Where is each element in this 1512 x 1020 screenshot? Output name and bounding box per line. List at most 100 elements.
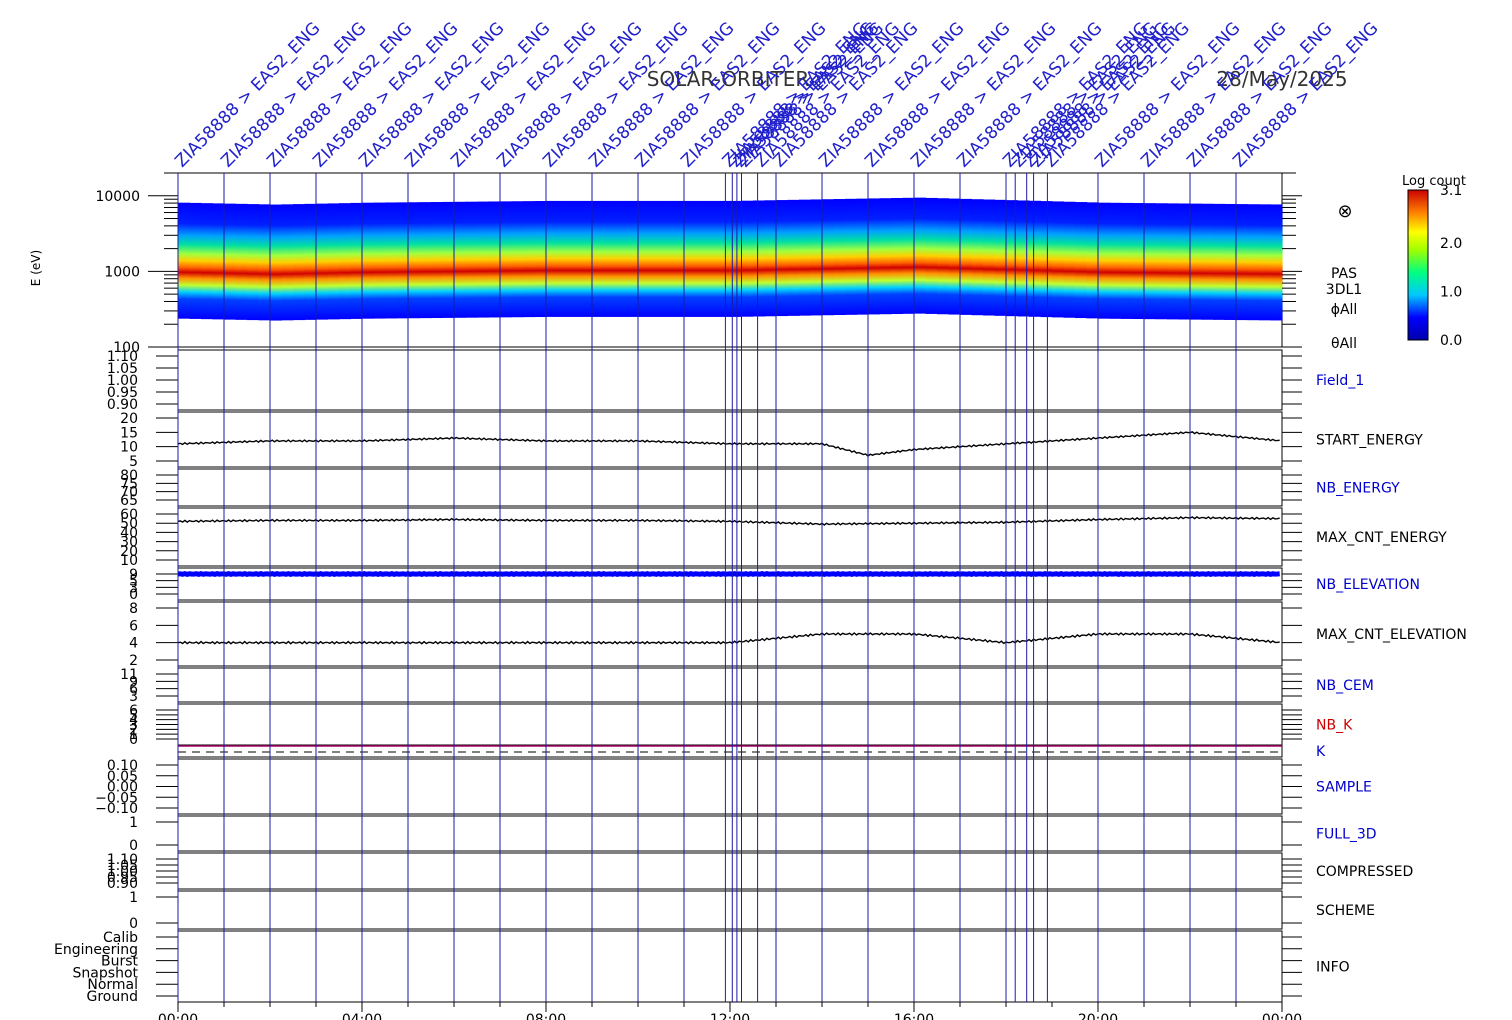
spectrogram-cell <box>615 200 628 317</box>
spectrogram-cell <box>925 197 938 314</box>
panel-ytick-label: 20 <box>120 544 138 560</box>
spectrogram-cell <box>580 200 593 317</box>
spectrogram-cell <box>201 203 214 320</box>
spectrogram-side-label: ϕAll <box>1331 302 1358 318</box>
panel-ytick-label: 1 <box>129 727 138 743</box>
panel-ytick-label: 8 <box>129 601 138 617</box>
panel-ytick-label: 6 <box>129 703 138 719</box>
housekeeping-panels: 1.101.051.000.950.90Field_12015105START_… <box>54 349 1467 1005</box>
spectrogram-cell <box>500 201 513 318</box>
panel-ytick-label: 10 <box>120 440 138 456</box>
panel-ytick-label: 0.10 <box>107 758 138 774</box>
panel-ytick-label: 1.10 <box>107 852 138 868</box>
spectrogram-cell <box>557 200 570 317</box>
spectrogram-cell <box>994 199 1007 316</box>
spectrogram-ylabel: E (eV) <box>29 250 43 286</box>
spectrogram-cell <box>488 201 501 318</box>
panel-ytick-label: 0 <box>129 587 138 603</box>
panel-label: MAX_CNT_ELEVATION <box>1316 627 1467 643</box>
spectrogram-cell <box>1063 201 1076 318</box>
spectrogram-cell <box>373 202 386 319</box>
time-tick-label: 20:00 <box>1078 1012 1118 1020</box>
spectrogram-cell <box>304 203 317 320</box>
spectrogram-cell <box>672 200 685 317</box>
spectrogram-cell <box>914 197 927 314</box>
panel-frame <box>177 667 1283 703</box>
spectrogram-cell <box>546 200 559 317</box>
spectrogram-cell <box>1029 200 1042 317</box>
panel-label: Field_1 <box>1316 373 1364 389</box>
spectrogram-cell <box>1109 202 1122 319</box>
panel-ytick-label: 1.05 <box>107 361 138 377</box>
spectrogram-cell <box>1213 203 1226 320</box>
spectrogram-cell <box>178 202 191 319</box>
panel-ytick-label: 0.00 <box>107 780 138 796</box>
spectrogram-cell <box>799 199 812 316</box>
spectrogram-cell <box>224 203 237 320</box>
colorbar-tick-label: 2.0 <box>1440 236 1462 252</box>
panel-label: NB_ENERGY <box>1316 481 1400 497</box>
event-marker-lines <box>177 173 1237 1002</box>
spectrogram-cell <box>212 203 225 320</box>
spectrogram-cell <box>1075 202 1088 319</box>
panel-ytick-label: 3 <box>129 718 138 734</box>
panel-ytick-label: 6 <box>129 682 138 698</box>
panel-ytick-label: 70 <box>120 485 138 501</box>
panel-ytick-label: 1.05 <box>107 858 138 874</box>
panel-ytick-label: 1 <box>129 890 138 906</box>
spectrogram-cell <box>1121 202 1134 319</box>
colorbar-tick-label: 1.0 <box>1440 285 1462 301</box>
spectrogram-cell <box>649 200 662 317</box>
spectrogram-cell <box>718 200 731 317</box>
panel-ytick-label: 5 <box>129 454 138 470</box>
spectrogram-cell <box>350 202 363 319</box>
spectrogram-cell <box>293 204 306 321</box>
panel-ytick-label: 60 <box>120 507 138 523</box>
panel-ytick-label: Snapshot <box>73 965 139 981</box>
colorbar-tick-label: 0.0 <box>1440 333 1462 349</box>
spectrogram-ytick-label: 1000 <box>104 264 140 280</box>
spectrogram-cell <box>983 199 996 316</box>
spectrogram-cell <box>454 201 467 318</box>
panel-ytick-label: 20 <box>120 411 138 427</box>
panel-ytick-label: Calib <box>103 930 138 946</box>
spectrogram-cell <box>937 198 950 315</box>
panel-max-cnt-elevation: 86 42 MAX_CNT_ELEVATION <box>129 601 1467 669</box>
spectrogram-cell <box>1144 203 1157 320</box>
spectrogram-cell <box>695 200 708 317</box>
spectrogram-cell <box>603 200 616 317</box>
spectrogram-cell <box>1247 204 1260 321</box>
time-axis: 00:00 04:00 08:00 12:00 16:00 20:00 00:00 <box>158 1002 1302 1020</box>
series-line <box>177 516 1280 526</box>
panel-ytick-label: Ground <box>87 989 139 1005</box>
time-tick-label: 00:00 <box>158 1012 198 1020</box>
panel-ytick-label: 11 <box>120 667 138 683</box>
spectrogram-cell <box>385 202 398 319</box>
spectrogram-cell <box>431 202 444 319</box>
spectrogram-cell <box>258 204 271 321</box>
panel-label: NB_CEM <box>1316 678 1374 694</box>
series-line <box>177 570 1280 578</box>
spectrogram-cell <box>868 198 881 315</box>
spectrogram-cell <box>902 197 915 314</box>
panel-ytick-label: 9 <box>129 567 138 583</box>
panel-label: START_ENERGY <box>1316 433 1423 449</box>
panel-info: CalibEngineeringBurstSnapshotNormalGroun… <box>54 930 1350 1005</box>
spectrogram-cell <box>753 200 766 317</box>
panel-frame <box>177 744 1283 758</box>
spectrogram-cell <box>856 198 869 315</box>
spectrogram-cell <box>408 202 421 319</box>
panel-frame <box>177 815 1283 852</box>
spectrogram-cell <box>189 202 202 319</box>
spectrogram-cell <box>741 200 754 317</box>
spectrogram-cell <box>1167 203 1180 320</box>
panel-ytick-label: 0 <box>129 732 138 748</box>
panel-ytick-label: 0 <box>129 916 138 932</box>
panel-ytick-label: 80 <box>120 468 138 484</box>
panel-frame <box>177 852 1283 890</box>
panel-ytick-label: −0.05 <box>95 790 138 806</box>
spectrogram-cell <box>879 198 892 315</box>
spectrogram-cell <box>511 201 524 318</box>
spectrogram-cell <box>592 200 605 317</box>
